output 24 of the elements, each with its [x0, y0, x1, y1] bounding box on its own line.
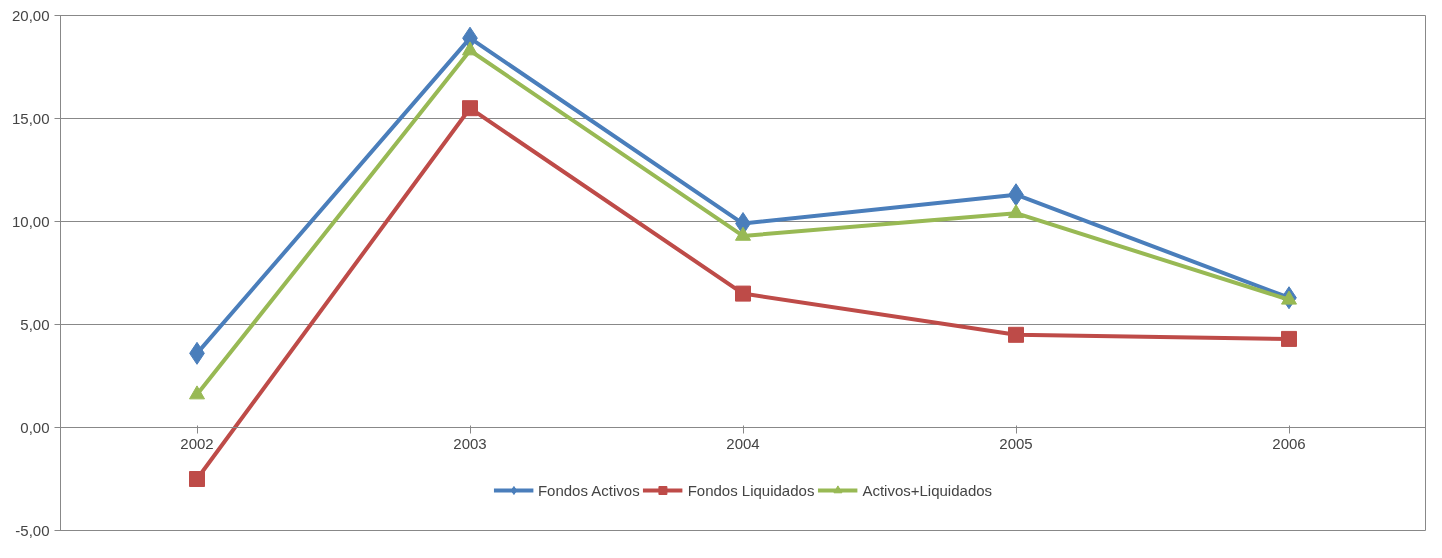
point: [735, 285, 751, 302]
y-tick-label: 5,00: [20, 315, 50, 333]
point: [1008, 326, 1024, 343]
x-tick-label: 2005: [999, 434, 1033, 452]
legend-label: Fondos Activos: [537, 481, 640, 499]
y-tick-label: -5,00: [15, 521, 50, 539]
x-tick-label: 2004: [726, 434, 760, 452]
legend-label: Fondos Liquidados: [687, 481, 815, 499]
y-tick-label: 0,00: [20, 418, 50, 436]
point: [462, 100, 478, 117]
point: [735, 226, 751, 241]
point: [462, 41, 478, 56]
point: [189, 471, 205, 487]
legend-label: Activos+Liquidados: [862, 481, 993, 499]
x-tick-label: 2006: [1272, 434, 1306, 452]
point: [189, 385, 205, 400]
y-tick-label: 10,00: [11, 212, 50, 230]
point: [1281, 330, 1297, 347]
point: [1281, 290, 1297, 305]
point: [1008, 204, 1024, 219]
y-tick-label: 15,00: [11, 109, 50, 127]
x-tick-label: 2002: [180, 434, 214, 452]
x-tick-label: 2003: [453, 434, 487, 452]
y-tick-label: 20,00: [11, 6, 50, 24]
